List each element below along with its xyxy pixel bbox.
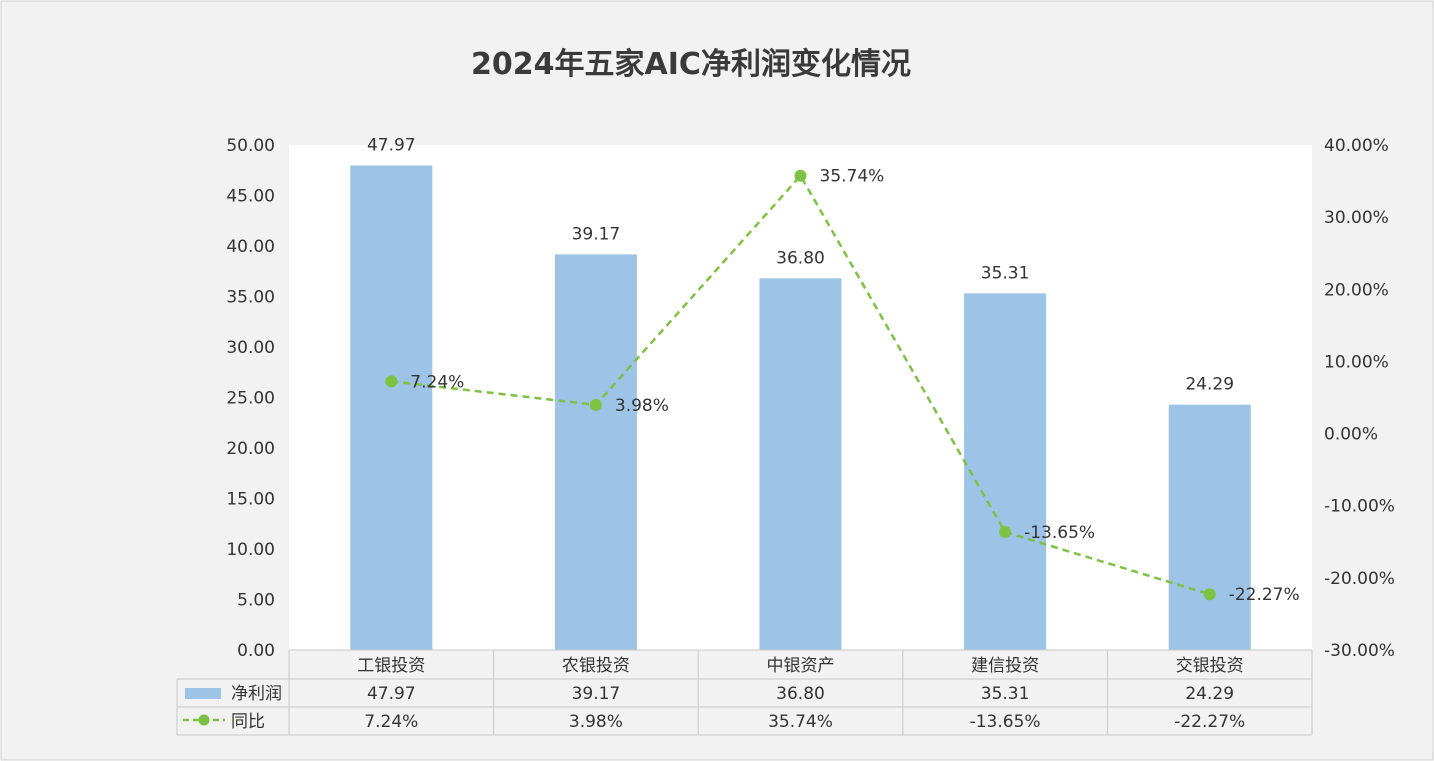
legend-label-net-profit: 净利润 [231,684,282,704]
table-cell-net-profit-5: 24.29 [1185,684,1234,704]
yoy-point-5 [1203,588,1216,601]
left-tick-label: 5.00 [237,591,275,611]
right-tick-label: 30.00% [1324,208,1389,228]
right-tick-label: -20.00% [1324,569,1395,589]
left-tick-label: 35.00 [226,288,275,308]
left-tick-label: 40.00 [226,237,275,257]
bar-4 [964,293,1047,650]
bar-value-label-3: 36.80 [776,248,825,268]
table-cell-net-profit-2: 39.17 [572,684,621,704]
table-cell-net-profit-1: 47.97 [367,684,416,704]
bars-layer: 47.97 39.17 36.80 35.31 24.29 [350,136,1251,651]
line-layer: 7.24% 3.98% 35.74% -13.65% -22.27% [385,167,1300,605]
left-tick-label: 45.00 [226,187,275,207]
category-label-2: 农银投资 [562,656,630,676]
bar-value-label-4: 35.31 [981,263,1030,283]
legend-label-yoy: 同比 [231,712,265,732]
right-tick-label: 40.00% [1324,136,1389,156]
left-tick-label: 0.00 [237,641,275,661]
table-cell-yoy-5: -22.27% [1174,712,1245,732]
category-label-1: 工银投资 [357,656,425,676]
left-tick-label: 25.00 [226,389,275,409]
table-cell-net-profit-3: 36.80 [776,684,825,704]
left-tick-label: 15.00 [226,490,275,510]
table-cell-yoy-3: 35.74% [768,712,833,732]
yoy-point-2 [589,398,602,411]
bar-1 [350,165,433,651]
right-tick-label: -30.00% [1324,641,1395,661]
bar-value-label-2: 39.17 [572,224,621,244]
right-axis: -30.00% -20.00% -10.00% 0.00% 10.00% 20.00% 30… [1324,136,1395,661]
right-tick-label: 10.00% [1324,352,1389,372]
bar-5 [1168,404,1251,650]
right-tick-label: -10.00% [1324,497,1395,517]
bar-3 [759,278,842,650]
bar-value-label-1: 47.97 [367,136,416,156]
right-tick-label: 20.00% [1324,280,1389,300]
left-tick-label: 20.00 [226,439,275,459]
category-label-4: 建信投资 [971,656,1039,676]
left-tick-label: 50.00 [226,136,275,156]
category-label-5: 交银投资 [1176,656,1244,676]
category-label-3: 中银资产 [767,656,835,676]
left-tick-label: 30.00 [226,338,275,358]
table-cell-net-profit-4: 35.31 [981,684,1030,704]
bar-value-label-5: 24.29 [1185,375,1234,395]
yoy-point-1 [385,375,398,388]
left-tick-label: 10.00 [226,540,275,560]
yoy-point-3 [794,169,807,182]
table-cell-yoy-2: 3.98% [569,712,623,732]
yoy-value-label-3: 35.74% [820,167,885,187]
bar-2 [554,254,637,650]
legend-bar-swatch [185,688,221,699]
yoy-line [391,173,1211,596]
right-tick-label: 0.00% [1324,425,1378,445]
yoy-value-label-1: 7.24% [410,372,464,392]
table-cell-yoy-1: 7.24% [364,712,418,732]
yoy-point-4 [999,526,1012,539]
yoy-value-label-4: -13.65% [1024,523,1095,543]
left-axis: 0.00 5.00 10.00 15.00 20.00 25.00 30.00 35.00 40… [226,136,275,661]
yoy-value-label-5: -22.27% [1229,585,1300,605]
table-cell-yoy-4: -13.65% [970,712,1041,732]
yoy-value-label-2: 3.98% [615,396,669,416]
chart-title: 2024年五家AIC净利润变化情况 [471,47,911,82]
legend-line-marker [198,714,210,726]
